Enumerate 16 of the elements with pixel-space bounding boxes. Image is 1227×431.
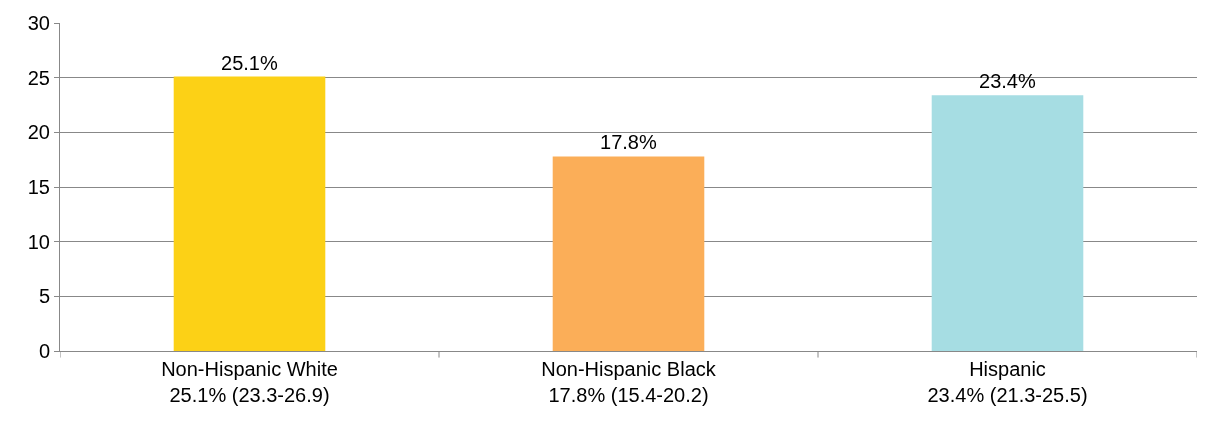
bar bbox=[931, 95, 1084, 351]
x-tick-label: Hispanic 23.4% (21.3-25.5) bbox=[927, 358, 1088, 406]
y-tick-label: 10 bbox=[27, 230, 50, 253]
data-label: 25.1% bbox=[221, 51, 278, 74]
data-label: 23.4% bbox=[979, 70, 1036, 93]
y-tick-label: 0 bbox=[38, 340, 50, 362]
y-tick-label: 25 bbox=[27, 66, 50, 89]
bar bbox=[173, 76, 326, 351]
y-tick-label: 30 bbox=[27, 12, 50, 34]
bar bbox=[552, 156, 705, 351]
x-tick-label: Non-Hispanic White 25.1% (23.3-26.9) bbox=[161, 358, 338, 406]
y-tick-label: 20 bbox=[27, 121, 50, 144]
x-tick-label: Non-Hispanic Black 17.8% (15.4-20.2) bbox=[541, 358, 717, 406]
y-tick-label: 15 bbox=[27, 176, 50, 198]
y-tick-label: 5 bbox=[38, 285, 50, 308]
data-label: 17.8% bbox=[600, 131, 657, 154]
